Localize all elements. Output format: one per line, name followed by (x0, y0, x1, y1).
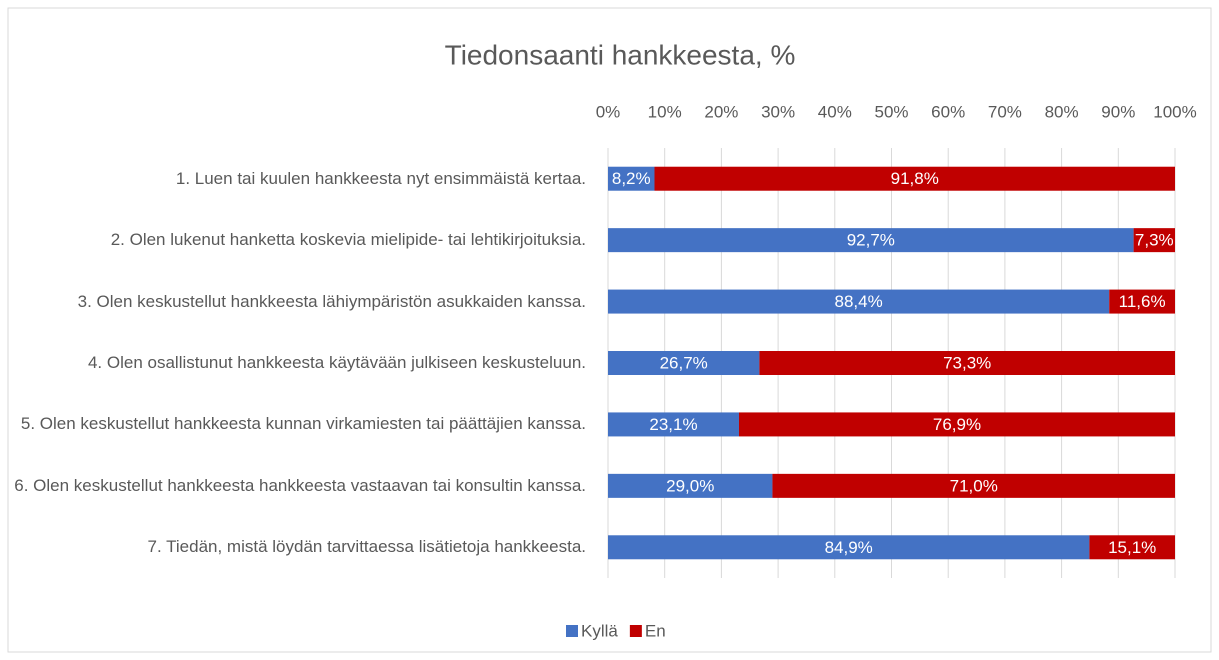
data-label: 11,6% (1119, 292, 1166, 311)
category-label: 4. Olen osallistunut hankkeesta käytävää… (87, 353, 586, 372)
legend-label: En (645, 621, 666, 640)
data-label: 92,7% (847, 231, 895, 250)
data-label: 8,2% (612, 169, 651, 188)
data-label: 23,1% (649, 415, 697, 434)
bar-segment (608, 535, 1090, 560)
data-label: 84,9% (825, 538, 873, 557)
x-tick-label: 50% (874, 102, 908, 121)
x-tick-label: 90% (1101, 102, 1135, 121)
data-label: 91,8% (891, 169, 939, 188)
bar-segment (772, 473, 1175, 498)
data-label: 76,9% (933, 415, 981, 434)
bar-segment (608, 228, 1134, 253)
chart-title: Tiedonsaanti hankkeesta, % (445, 39, 796, 70)
data-label: 26,7% (660, 353, 708, 372)
bar-segment (608, 412, 739, 437)
bar-segment (608, 166, 655, 191)
legend-swatch (629, 625, 642, 637)
x-tick-label: 30% (761, 102, 795, 121)
x-tick-label: 60% (931, 102, 965, 121)
category-label: 7. Tiedän, mistä löydän tarvittaessa lis… (147, 537, 586, 557)
data-label: 7,3% (1135, 231, 1174, 250)
x-tick-label: 100% (1153, 102, 1196, 121)
bar-segment (1133, 228, 1175, 253)
category-label: 3. Olen keskustellut hankkeesta lähiympä… (77, 291, 586, 311)
x-tick-label: 70% (988, 102, 1022, 121)
category-label: 5. Olen keskustellut hankkeesta kunnan v… (20, 414, 586, 434)
bar-segment (1089, 535, 1175, 560)
x-tick-label: 20% (704, 102, 738, 121)
bar-segment (608, 473, 773, 498)
data-label: 71,0% (950, 476, 998, 495)
x-tick-label: 40% (818, 102, 852, 121)
bar-segment (608, 289, 1110, 314)
x-tick-label: 0% (596, 102, 621, 121)
legend-swatch (566, 625, 578, 637)
x-tick-label: 80% (1045, 102, 1079, 121)
category-label: 6. Olen keskustellut hankkeesta hankkees… (14, 475, 586, 495)
x-tick-label: 10% (648, 102, 682, 121)
bar-segment (1109, 289, 1175, 314)
data-label: 88,4% (835, 292, 883, 311)
data-label: 29,0% (666, 476, 714, 495)
bar-segment (654, 166, 1175, 191)
data-label: 15,1% (1108, 538, 1156, 557)
bar-segment (608, 351, 760, 375)
bar-segment (738, 412, 1175, 437)
bar-segment (759, 351, 1175, 375)
legend-label: Kyllä (581, 621, 618, 640)
category-label: 2. Olen lukenut hanketta koskevia mielip… (110, 230, 586, 250)
category-label: 1. Luen tai kuulen hankkeesta nyt ensimm… (175, 168, 586, 188)
data-label: 73,3% (943, 353, 991, 372)
